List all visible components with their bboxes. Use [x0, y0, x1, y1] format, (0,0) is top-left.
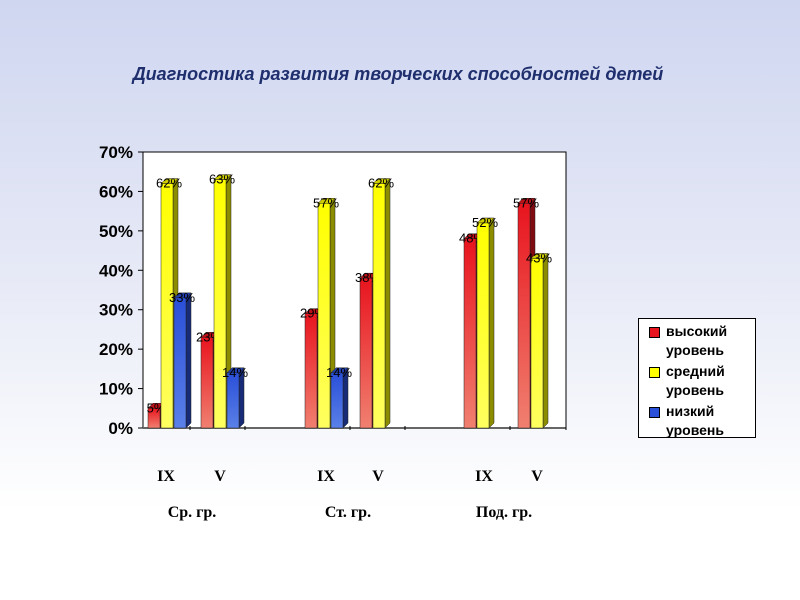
category-label: IX [157, 468, 175, 485]
legend-swatch-medium [649, 367, 660, 378]
bar-medium [530, 258, 544, 429]
data-label: 62% [156, 176, 182, 191]
y-tick-label: 30% [99, 301, 133, 320]
data-label: 63% [209, 172, 235, 187]
bar-high [517, 203, 531, 429]
bar-high [463, 238, 477, 429]
data-label: 14% [326, 365, 352, 380]
bar-medium [160, 183, 174, 429]
bar-high [304, 313, 318, 429]
bar-side [542, 252, 549, 429]
data-label: 62% [368, 176, 394, 191]
bar-high [359, 277, 373, 429]
data-label: 33% [169, 290, 195, 305]
data-label: 57% [313, 195, 339, 210]
bar-side [488, 217, 495, 429]
bar-low [330, 372, 344, 429]
legend-item-low: низкий уровень [649, 402, 755, 440]
bar-high [147, 408, 161, 429]
legend-swatch-high [649, 327, 660, 338]
legend-label-low: низкий уровень [666, 403, 724, 438]
group-label: Под. гр. [476, 504, 532, 521]
category-label: IX [317, 468, 335, 485]
group-label: Ср. гр. [168, 504, 217, 521]
bar-low [173, 297, 187, 429]
y-tick-label: 40% [99, 261, 133, 280]
category-label: IX [475, 468, 493, 485]
bar-side [185, 292, 192, 429]
bar-medium [213, 179, 227, 429]
bar-high [200, 337, 214, 429]
data-label: 14% [222, 365, 248, 380]
legend-item-high: высокий уровень [649, 322, 755, 360]
chart-legend: высокий уровень средний уровень низкий у… [638, 318, 756, 438]
y-tick-label: 0% [108, 419, 133, 438]
y-tick-label: 10% [99, 380, 133, 399]
y-tick-label: 70% [99, 143, 133, 162]
legend-item-medium: средний уровень [649, 362, 755, 400]
bar-low [226, 372, 240, 429]
y-tick-label: 50% [99, 222, 133, 241]
category-label: V [214, 468, 226, 485]
bar-side [384, 177, 391, 429]
category-label: V [372, 468, 384, 485]
data-label: 57% [513, 195, 539, 210]
group-label: Ст. гр. [325, 504, 371, 521]
legend-label-high: высокий уровень [666, 323, 728, 358]
bar-medium [476, 222, 490, 429]
bar-medium [317, 203, 331, 429]
category-label: V [531, 468, 543, 485]
chart-title: Диагностика развития творческих способно… [132, 64, 664, 84]
y-tick-label: 60% [99, 182, 133, 201]
bar-medium [372, 183, 386, 429]
legend-label-medium: средний уровень [666, 363, 725, 398]
legend-swatch-low [649, 407, 660, 418]
y-tick-label: 20% [99, 340, 133, 359]
data-label: 52% [472, 215, 498, 230]
data-label: 43% [526, 250, 552, 265]
